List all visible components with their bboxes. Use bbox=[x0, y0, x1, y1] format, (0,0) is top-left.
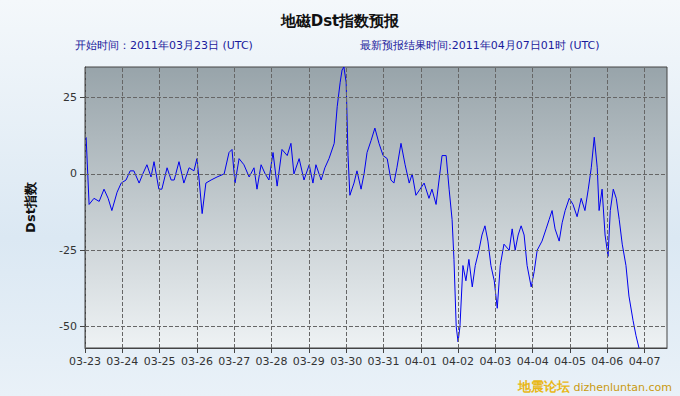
svg-text:25: 25 bbox=[63, 91, 77, 104]
svg-text:04-07: 04-07 bbox=[629, 355, 661, 368]
svg-text:03-31: 03-31 bbox=[367, 355, 399, 368]
svg-text:03-24: 03-24 bbox=[106, 355, 138, 368]
svg-text:04-04: 04-04 bbox=[517, 355, 549, 368]
svg-text:最新预报结果时间:2011年04月07日01时 (UTC): 最新预报结果时间:2011年04月07日01时 (UTC) bbox=[360, 39, 600, 52]
svg-text:03-28: 03-28 bbox=[256, 355, 288, 368]
svg-text:04-02: 04-02 bbox=[442, 355, 474, 368]
svg-text:开始时间：2011年03月23日 (UTC): 开始时间：2011年03月23日 (UTC) bbox=[75, 39, 253, 52]
svg-text:-50: -50 bbox=[59, 320, 77, 333]
svg-text:04-06: 04-06 bbox=[591, 355, 623, 368]
svg-text:04-03: 04-03 bbox=[479, 355, 511, 368]
svg-text:地震论坛: 地震论坛 bbox=[517, 379, 570, 394]
svg-text:03-23: 03-23 bbox=[69, 355, 101, 368]
svg-text:dizhenluntan.com: dizhenluntan.com bbox=[573, 381, 672, 394]
svg-text:0: 0 bbox=[70, 167, 77, 180]
svg-text:04-05: 04-05 bbox=[554, 355, 586, 368]
svg-text:-25: -25 bbox=[59, 244, 77, 257]
svg-text:03-29: 03-29 bbox=[293, 355, 325, 368]
svg-text:Dst指数: Dst指数 bbox=[23, 181, 38, 233]
svg-text:04-01: 04-01 bbox=[405, 355, 437, 368]
svg-text:地磁Dst指数预报: 地磁Dst指数预报 bbox=[280, 12, 401, 30]
svg-text:03-27: 03-27 bbox=[218, 355, 250, 368]
svg-text:03-25: 03-25 bbox=[144, 355, 176, 368]
svg-text:03-30: 03-30 bbox=[330, 355, 362, 368]
svg-text:03-26: 03-26 bbox=[181, 355, 213, 368]
